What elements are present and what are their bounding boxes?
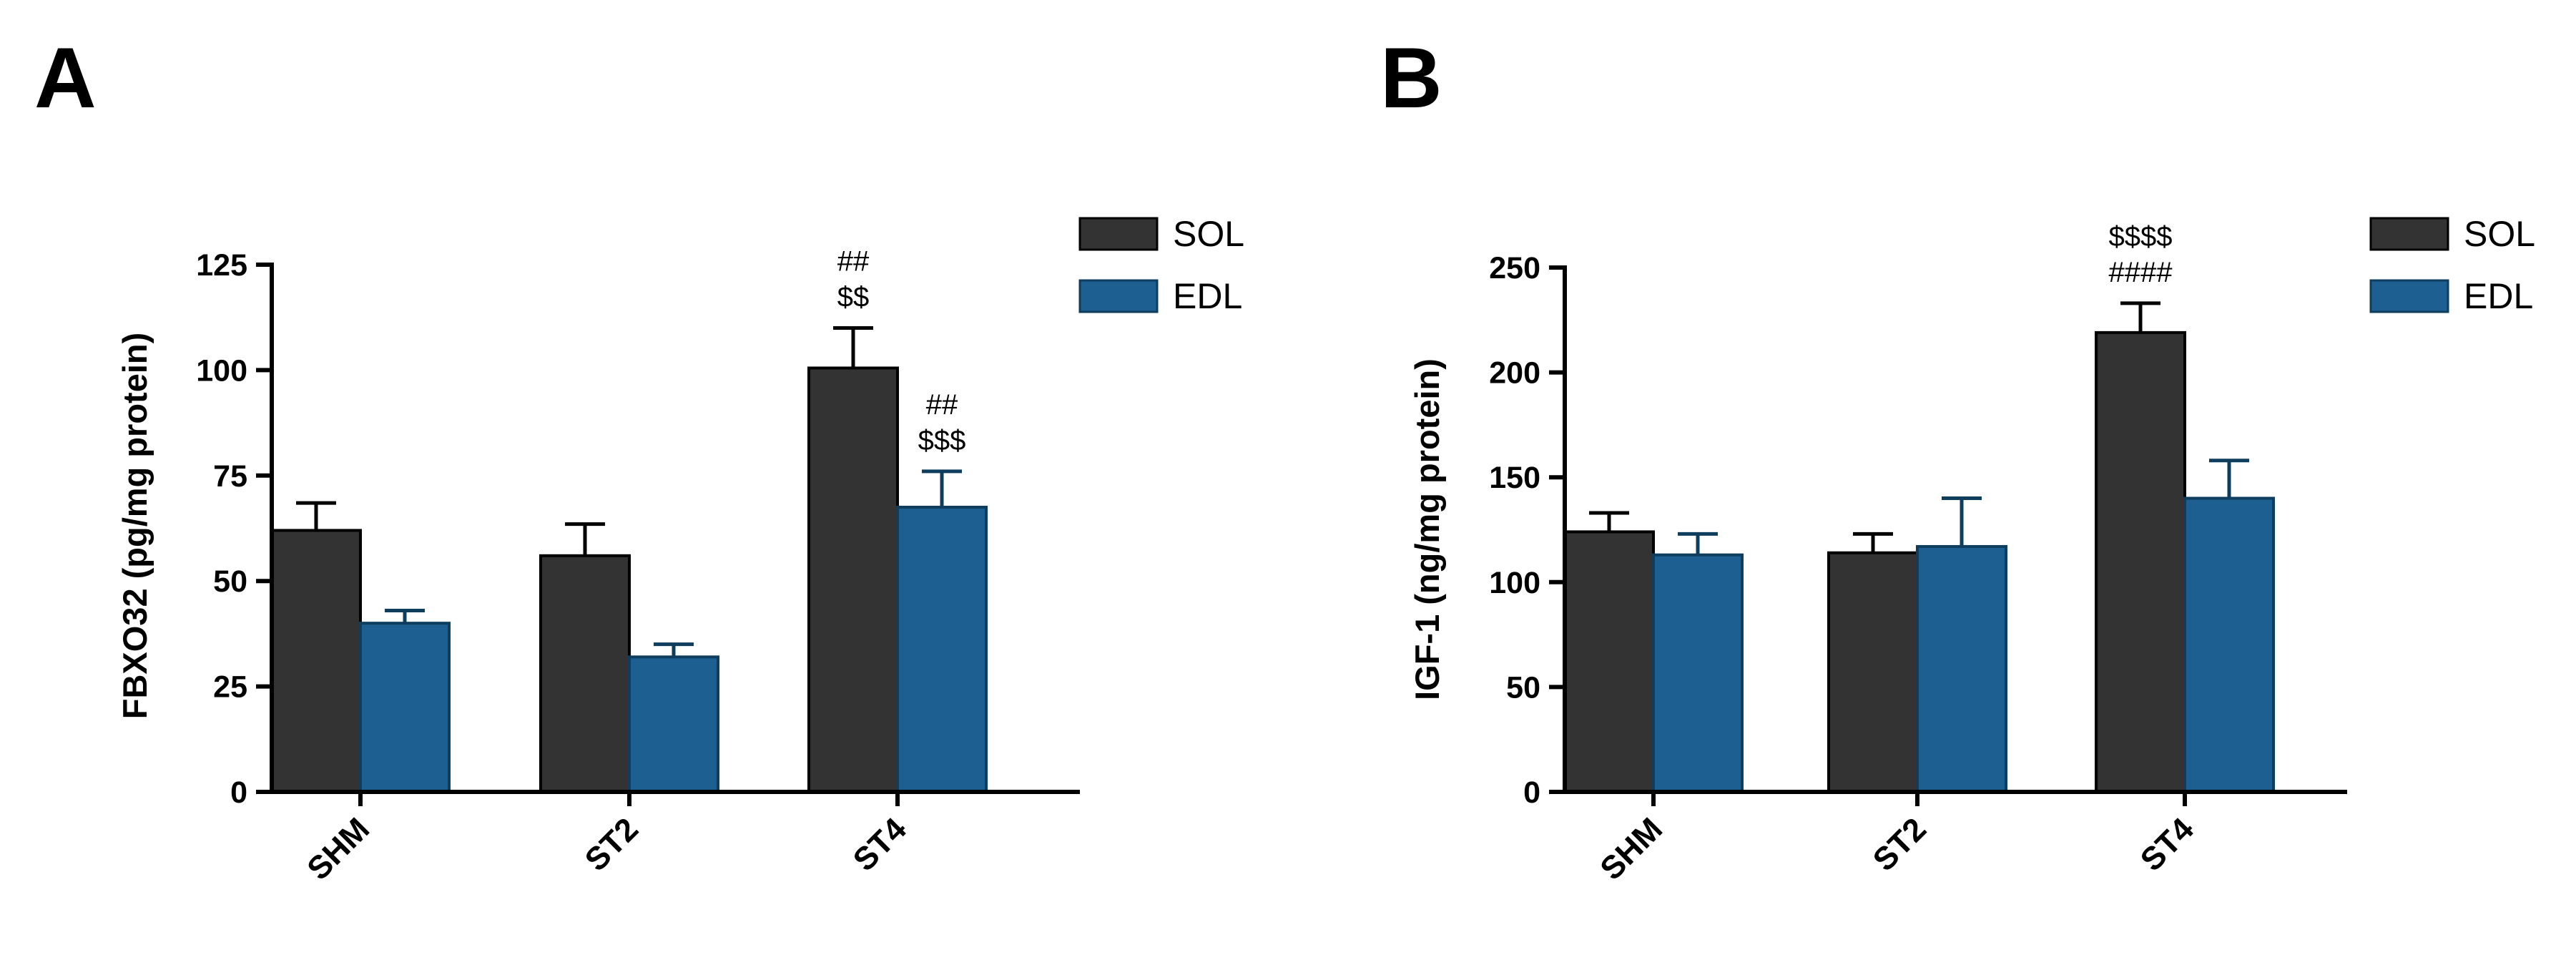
panel-b-letter: B <box>1380 30 1442 126</box>
panel-a-bar-edl-st4 <box>896 506 988 794</box>
panel-a-bar-edl-st2 <box>628 655 719 793</box>
panel-a-ytick-label: 0 <box>230 775 247 810</box>
panel-b-legend-swatch-sol <box>2369 217 2449 251</box>
panel-b-ytick-label: 250 <box>1489 251 1540 285</box>
panel-b-y-axis-title: IGF-1 (ng/mg protein) <box>1408 358 1446 700</box>
panel-a: A SHM ST2 ## $$ ## $$$ ST4 0 25 50 75 100 125 FBXO32 … <box>34 30 1244 887</box>
panel-a-annotation-sol-st4: ## <box>837 245 870 277</box>
panel-b-ytick-label: 200 <box>1489 356 1540 391</box>
panel-b-legend-label-sol: SOL <box>2464 214 2535 254</box>
panel-a-annotation-sol-st4: $$ <box>837 281 870 313</box>
panel-a-legend-label-sol: SOL <box>1173 214 1244 254</box>
panel-b-xtick-label-shm: SHM <box>1593 810 1669 887</box>
panel-a-y-axis-title: FBXO32 (pg/mg protein) <box>116 333 154 720</box>
panel-a-ytick-label: 75 <box>213 459 247 494</box>
panel-b-legend-label-edl: EDL <box>2464 276 2533 316</box>
panel-b-legend-swatch-edl <box>2369 279 2449 313</box>
panel-a-bar-edl-shm <box>359 622 451 793</box>
panel-b: B SHM ST2 $$$$ #### ST4 0 50 100 150 200 250 IGF-1 … <box>1380 30 2535 887</box>
panel-b-bar-edl-shm <box>1652 553 1744 794</box>
panel-b-bar-sol-st4 <box>2095 330 2186 793</box>
panel-a-ytick-label: 100 <box>196 353 247 388</box>
panel-a-xtick-label-st4: ST4 <box>846 810 913 878</box>
panel-b-annotation-sol-st4: $$$$ <box>2109 221 2173 253</box>
panel-b-xtick-label-st4: ST4 <box>2133 810 2201 878</box>
panel-b-bar-edl-st4 <box>2183 496 2275 794</box>
panel-b-bar-sol-st2 <box>1827 551 1919 793</box>
panel-a-legend-label-edl: EDL <box>1173 276 1242 316</box>
panel-a-bar-sol-shm <box>270 529 362 793</box>
panel-b-annotation-sol-st4: #### <box>2109 257 2173 288</box>
panel-a-ytick-label: 25 <box>213 670 247 705</box>
panel-a-bar-sol-st2 <box>539 554 631 793</box>
panel-a-legend-swatch-sol <box>1078 217 1159 251</box>
panel-a-xtick-label-shm: SHM <box>300 810 376 887</box>
panel-a-annotation-edl-st4: $$$ <box>918 425 966 456</box>
panel-a-xtick-label-st2: ST2 <box>578 810 645 878</box>
panel-b-xtick-label-st2: ST2 <box>1866 810 1933 878</box>
panel-b-ytick-label: 50 <box>1506 670 1540 705</box>
panel-b-ytick-label: 150 <box>1489 461 1540 495</box>
panel-a-letter: A <box>34 30 97 126</box>
panel-a-annotation-edl-st4: ## <box>926 389 958 421</box>
panel-a-ytick-label: 50 <box>213 564 247 599</box>
panel-b-bar-edl-st2 <box>1916 544 2007 793</box>
panel-a-legend-swatch-edl <box>1078 279 1159 313</box>
panel-b-ytick-label: 0 <box>1523 775 1540 810</box>
panel-a-bar-sol-st4 <box>807 366 899 793</box>
panel-b-bar-sol-shm <box>1563 530 1655 793</box>
panel-b-ytick-label: 100 <box>1489 566 1540 600</box>
panel-a-ytick-label: 125 <box>196 248 247 283</box>
